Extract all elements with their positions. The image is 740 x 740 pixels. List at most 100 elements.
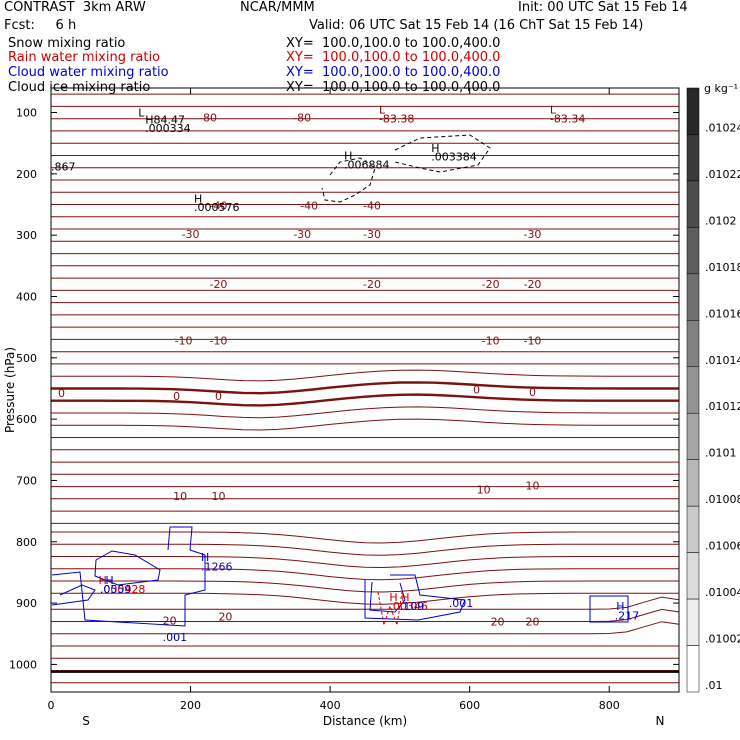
- colorbar-tick-label: .01022: [705, 168, 740, 181]
- contour-label: 20: [218, 611, 232, 624]
- colorbar-tick-label: .01012: [705, 400, 740, 413]
- x-tick-label: 0: [48, 699, 55, 712]
- extrema-label: H: [616, 600, 624, 613]
- contour-label: 0: [473, 384, 480, 397]
- extrema-label: L: [550, 103, 557, 116]
- colorbar-swatch: [686, 505, 700, 553]
- y-tick-label: 900: [16, 597, 37, 610]
- colorbar-tick-label: .01008: [705, 493, 740, 506]
- extrema-label: .000334: [145, 122, 191, 135]
- contour-label: -20: [482, 278, 500, 291]
- isotherm-line: [51, 556, 679, 569]
- isotherm-line: [51, 369, 679, 382]
- extrema-label: H: [105, 574, 113, 587]
- field-name-cloud-water: Cloud water mixing ratio: [8, 65, 169, 80]
- isotherm-line: [51, 531, 679, 544]
- temperature-contours: [51, 93, 680, 684]
- axes: 0 200 400 600 800100200300400500600700800900…: [9, 88, 679, 712]
- colorbar-swatch: [686, 552, 700, 600]
- colorbar-tick-label: .01004: [705, 586, 740, 599]
- colorbar: .01024 .01022 .0102 .01018 .01016 .01014 .0101…: [686, 87, 740, 693]
- extrema-label: H84.47: [145, 113, 185, 126]
- extrema-label: .217: [615, 609, 640, 622]
- x-tick-label: 200: [180, 699, 201, 712]
- isotherm-line: [51, 393, 679, 407]
- plot-frame: [50, 87, 680, 693]
- x-tick-label: 400: [320, 699, 341, 712]
- isotherm-line: [51, 543, 679, 556]
- contour-label: 20: [163, 614, 177, 627]
- isotherm-line: [51, 568, 679, 581]
- extrema-label: .00346: [389, 600, 428, 613]
- valid-time: Valid: 06 UTC Sat 15 Feb 14 (16 ChT Sat …: [309, 18, 644, 33]
- contour-label: 0: [215, 390, 222, 403]
- field-name-rain: Rain water mixing ratio: [8, 50, 161, 65]
- contour-label: -20: [363, 278, 381, 291]
- contour-label: -30: [523, 228, 541, 241]
- extrema-label: .006884: [344, 159, 390, 172]
- y-tick-label: 500: [16, 352, 37, 365]
- y-tick-label: 700: [16, 474, 37, 487]
- field-xy-rain: XY= 100.0,100.0 to 100.0,400.0: [286, 50, 501, 65]
- y-tick-label: 600: [16, 413, 37, 426]
- contour-label: -20: [209, 278, 227, 291]
- extrema-label: .109: [400, 600, 425, 613]
- colorbar-tick-label: .01006: [705, 540, 740, 553]
- cloud-water-contour: [589, 595, 629, 623]
- cloud-water-contour: [51, 526, 206, 627]
- snow-contour: [394, 134, 491, 173]
- isotherm-line: [51, 406, 679, 419]
- contour-label: -40: [363, 200, 381, 213]
- y-tick-label: 100: [16, 107, 37, 120]
- contour-label: -10: [209, 335, 227, 348]
- colorbar-unit: g kg⁻¹: [704, 82, 738, 95]
- colorbar-tick-label: .01018: [705, 261, 740, 274]
- isotherm-line: [51, 621, 680, 635]
- extrema-label: .000428: [100, 583, 146, 596]
- contour-label: -10: [523, 335, 541, 348]
- colorbar-swatch: [686, 87, 700, 135]
- x-tick-label: 600: [459, 699, 480, 712]
- colorbar-swatch: [686, 459, 700, 507]
- contour-label: -80: [293, 111, 311, 124]
- extrema-label: H H: [389, 591, 409, 604]
- extrema-label: .1266: [201, 560, 233, 573]
- extrema-label: H: [98, 574, 106, 587]
- colorbar-swatch: [686, 273, 700, 321]
- contour-label: -10: [482, 335, 500, 348]
- isotherm-line: [51, 608, 680, 622]
- colorbar-tick-label: .01002: [705, 633, 740, 646]
- colorbar-tick-label: .01: [705, 679, 723, 692]
- contour-label: 10: [477, 484, 491, 497]
- extrema-label: -83.34: [550, 113, 585, 126]
- colorbar-swatch: [686, 227, 700, 275]
- contour-label: 10: [173, 490, 187, 503]
- extrema-label: .0559: [100, 583, 132, 596]
- contour-label: 20: [491, 615, 505, 628]
- contour-labels: -80 -80 -40 -40 -40 -30 -30 -30 -30 -20 -20 -20 -20 -…: [58, 111, 541, 628]
- colorbar-swatch: [686, 598, 700, 646]
- x-end-left-label: S: [82, 714, 90, 728]
- colorbar-tick-label: .0102: [705, 214, 737, 227]
- colorbar-tick-label: .01024: [705, 121, 740, 134]
- cloud-water-contour: [369, 581, 406, 613]
- contour-label: -30: [363, 228, 381, 241]
- extrema-labels: LH84.47.000334L-83.38L-83.34H.003384H.00…: [51, 103, 639, 643]
- contour-label: -40: [209, 200, 227, 213]
- field-xy-cloud-water: XY= 100.0,100.0 to 100.0,400.0: [286, 65, 501, 80]
- extrema-label: H: [194, 192, 202, 205]
- field-name-snow: Snow mixing ratio: [8, 36, 126, 51]
- contour-label: 0: [58, 387, 65, 400]
- cloud-water-contour: [94, 550, 161, 586]
- colorbar-swatch: [686, 366, 700, 414]
- colorbar-tick-label: .01014: [705, 354, 740, 367]
- contour-label: -30: [293, 228, 311, 241]
- cloud-water-contour: [51, 584, 96, 606]
- x-end-right-label: N: [656, 714, 665, 728]
- extrema-label: L: [379, 103, 386, 116]
- extrema-label: H: [344, 149, 352, 162]
- contour-label: -40: [300, 200, 318, 213]
- contour-label: -80: [199, 111, 217, 124]
- colorbar-swatch: [686, 320, 700, 368]
- extrema-label: .003384: [431, 151, 477, 164]
